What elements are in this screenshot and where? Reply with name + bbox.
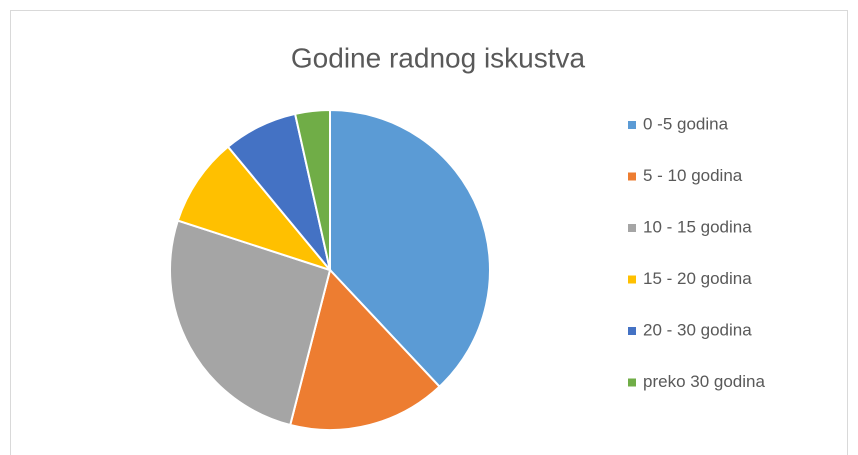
- legend-label: 10 - 15 godina: [643, 217, 752, 236]
- pie-slice: [293, 108, 331, 271]
- legend-swatch: [628, 378, 636, 387]
- pie-slice: [329, 108, 491, 389]
- pie-slice: [288, 267, 441, 431]
- legend-label: 20 - 30 godina: [643, 320, 752, 339]
- legend-label: 5 - 10 godina: [643, 166, 743, 185]
- legend-swatch: [628, 224, 636, 232]
- legend-swatch: [628, 327, 636, 335]
- legend-label: preko 30 godina: [643, 372, 765, 391]
- chart-title: Godine radnog iskustva: [291, 42, 586, 73]
- legend-swatch: [628, 121, 636, 129]
- pie-slice: [169, 219, 332, 427]
- legend-label: 0 -5 godina: [643, 114, 729, 133]
- pie-slice: [176, 145, 333, 273]
- legend-swatch: [628, 172, 636, 181]
- legend-swatch: [628, 275, 636, 284]
- legend-label: 15 - 20 godina: [643, 269, 752, 288]
